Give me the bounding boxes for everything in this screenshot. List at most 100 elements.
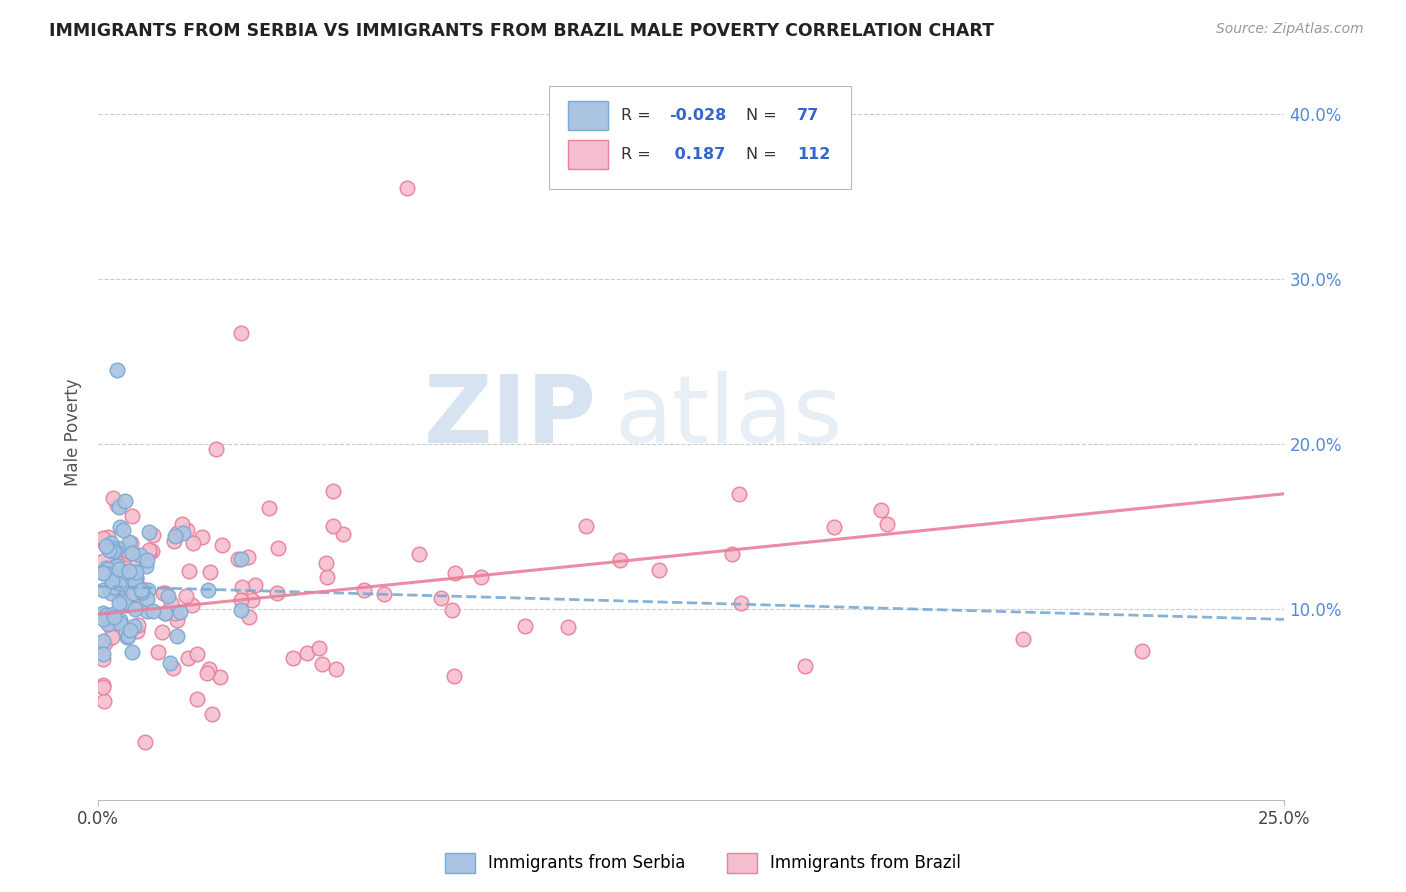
Point [373,587,395,601]
Point [101,607,124,621]
Point [107,576,129,591]
Point [150,624,173,639]
Point [1130,644,1153,658]
Point [91,612,114,626]
Point [325,662,347,676]
Point [122,586,145,600]
Text: ZIP: ZIP [423,371,596,463]
Point [308,641,330,656]
Point [176,523,198,537]
Point [121,508,143,523]
Point [311,657,333,672]
Point [166,526,188,541]
Point [146,645,169,659]
Point [141,544,163,558]
Point [101,544,124,558]
Point [91,607,114,621]
Point [124,602,146,616]
Point [115,545,138,559]
Point [166,613,188,627]
Text: R =: R = [621,108,657,123]
Point [114,494,136,508]
Point [125,571,148,585]
Point [117,547,139,561]
Point [115,598,138,612]
Point [720,547,742,561]
Point [121,645,143,659]
Point [170,516,193,531]
Point [159,596,181,610]
Point [94,608,117,623]
Point [172,525,194,540]
Point [100,586,122,600]
Text: N =: N = [745,147,782,162]
Point [180,598,202,612]
Point [103,617,125,632]
Point [101,491,124,505]
Point [231,580,253,594]
Point [1012,632,1035,647]
Point [169,605,191,619]
Point [322,519,344,533]
Point [114,577,136,591]
Point [121,546,143,560]
Point [240,592,263,607]
Point [135,558,157,573]
FancyBboxPatch shape [568,140,609,169]
Point [727,487,749,501]
Text: R =: R = [621,147,657,162]
Point [103,580,125,594]
Point [125,624,148,638]
Point [186,647,208,661]
Point [108,615,131,630]
Point [208,670,231,684]
Point [441,603,464,617]
Point [195,665,218,680]
Point [103,610,125,624]
Point [125,554,148,568]
Point [267,541,290,555]
Point [229,326,252,341]
Point [231,593,253,607]
Point [177,651,200,665]
Point [94,561,117,575]
Point [97,562,120,576]
Point [132,586,155,600]
Text: atlas: atlas [614,371,842,463]
Point [138,525,160,540]
Point [91,680,114,694]
Point [96,539,118,553]
Point [125,600,148,615]
Point [124,566,146,580]
Point [408,548,430,562]
Point [98,582,121,596]
Point [93,694,115,708]
Point [823,520,845,534]
Legend: Immigrants from Serbia, Immigrants from Brazil: Immigrants from Serbia, Immigrants from … [439,847,967,880]
Point [131,582,153,596]
Point [105,498,128,512]
Point [105,541,128,555]
Point [120,573,142,587]
Point [134,734,156,748]
Point [117,629,139,643]
Text: 112: 112 [797,147,831,162]
Point [142,604,165,618]
Point [124,575,146,590]
Point [122,566,145,581]
Point [153,606,176,620]
Point [197,662,219,676]
Point [97,616,120,631]
Point [395,181,418,195]
Point [91,566,114,580]
Point [91,647,114,661]
Point [609,553,631,567]
Text: 77: 77 [797,108,820,123]
Point [201,707,224,722]
Point [238,609,260,624]
Point [112,593,135,607]
Point [136,604,159,618]
Point [353,582,375,597]
Point [557,620,579,634]
Point [575,518,598,533]
